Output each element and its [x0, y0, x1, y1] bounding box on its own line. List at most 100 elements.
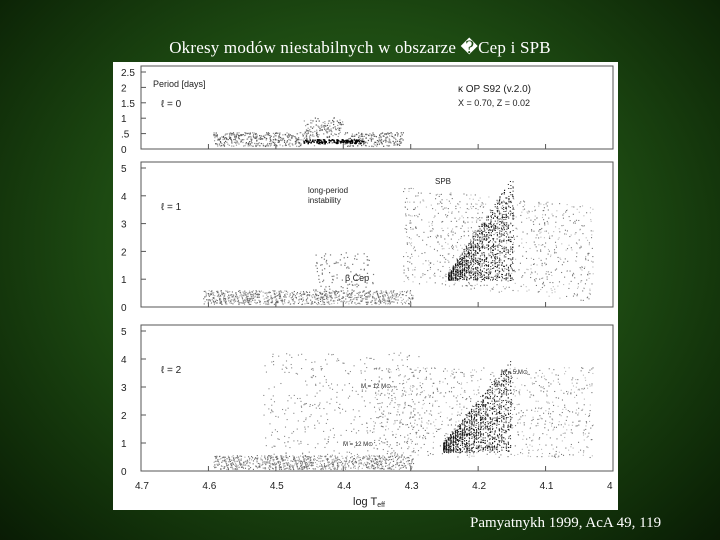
- mode-point: [445, 276, 447, 278]
- mode-point: [255, 145, 257, 147]
- spb-point: [455, 264, 457, 266]
- mode-point: [363, 135, 366, 138]
- mode-point: [220, 298, 222, 301]
- mode-point: [231, 294, 233, 296]
- mode-point: [335, 458, 337, 460]
- mode-point: [341, 121, 344, 123]
- mode-point: [540, 250, 542, 252]
- mode-point: [340, 461, 343, 463]
- mode-point: [472, 205, 474, 208]
- mode-point: [380, 136, 382, 138]
- mode-point: [292, 295, 294, 297]
- mode-point: [242, 294, 244, 296]
- mode-point: [268, 408, 270, 410]
- mode-point: [468, 261, 470, 263]
- spb-point: [481, 229, 483, 231]
- spb-point: [456, 279, 458, 281]
- mode-point: [405, 231, 408, 233]
- mode-point: [243, 295, 245, 297]
- spb-point: [460, 274, 462, 276]
- mode-point: [304, 466, 306, 468]
- spb-point: [497, 269, 499, 271]
- mode-point: [233, 134, 235, 137]
- mode-point: [352, 463, 354, 465]
- mode-point: [329, 254, 332, 256]
- spb-point: [479, 263, 481, 265]
- spb-point: [481, 252, 483, 254]
- spb-point: [463, 274, 465, 276]
- spb-point: [475, 260, 477, 262]
- mode-point: [255, 136, 257, 139]
- mode-point: [229, 299, 232, 301]
- mode-point: [515, 227, 517, 229]
- spb-point: [497, 208, 499, 210]
- mode-point: [468, 281, 470, 284]
- spb-point: [486, 260, 488, 262]
- mode-point: [365, 298, 367, 300]
- mode-point: [284, 459, 286, 461]
- mode-point: [224, 293, 226, 295]
- mode-point: [450, 194, 452, 196]
- spb-point: [488, 248, 490, 250]
- mode-point: [267, 132, 270, 134]
- mode-point: [226, 141, 228, 143]
- mode-point: [300, 144, 302, 147]
- mode-point: [513, 250, 515, 252]
- mode-point: [332, 465, 334, 467]
- mode-point: [313, 459, 315, 461]
- spb-point: [503, 255, 505, 257]
- mode-point: [497, 220, 499, 222]
- mode-point: [224, 134, 226, 136]
- mode-point: [465, 284, 468, 287]
- mode-point: [206, 299, 208, 301]
- mode-point: [504, 274, 506, 277]
- spb-point: [448, 274, 450, 276]
- spb-point: [499, 239, 501, 241]
- spb-point: [504, 229, 506, 231]
- mode-point: [448, 272, 450, 274]
- mode-point: [302, 452, 304, 454]
- spb-point: [459, 272, 461, 274]
- spb-point: [466, 253, 468, 255]
- mode-point: [273, 459, 275, 461]
- mode-point: [328, 300, 330, 302]
- mode-point: [243, 464, 245, 466]
- mode-point: [377, 455, 379, 457]
- spb-point: [467, 266, 469, 268]
- mode-point: [410, 455, 412, 457]
- mode-point: [235, 462, 237, 464]
- mode-point: [480, 273, 482, 275]
- mode-point: [217, 460, 219, 462]
- mode-point: [231, 295, 233, 297]
- spb-point: [494, 254, 496, 256]
- spb-point: [468, 254, 470, 256]
- mode-point: [349, 296, 351, 298]
- mode-point: [228, 461, 230, 463]
- spb-point: [496, 223, 498, 225]
- mode-point: [575, 260, 577, 262]
- mode-point: [297, 299, 300, 301]
- spb-point: [498, 264, 500, 266]
- mode-point: [403, 272, 405, 274]
- mode-point: [297, 468, 299, 470]
- mode-point: [326, 458, 328, 460]
- spb-point: [468, 249, 470, 251]
- annotation-spb: SPB: [435, 177, 451, 186]
- annotation-instability: instability: [308, 196, 341, 205]
- mode-point: [271, 456, 273, 458]
- mode-point: [378, 456, 380, 458]
- mode-point: [429, 192, 431, 194]
- mode-point: [389, 302, 391, 304]
- spb-point: [490, 256, 492, 258]
- mode-point: [282, 303, 284, 306]
- mode-point: [341, 464, 343, 466]
- mode-point: [439, 200, 441, 202]
- spb-point: [510, 263, 512, 265]
- mode-point: [275, 455, 277, 457]
- y-axis-label: Period [days]: [153, 79, 206, 89]
- spb-point: [488, 223, 490, 225]
- mode-point: [264, 292, 266, 294]
- mode-point: [408, 237, 410, 239]
- mode-point: [214, 464, 216, 466]
- mode-point: [424, 273, 426, 276]
